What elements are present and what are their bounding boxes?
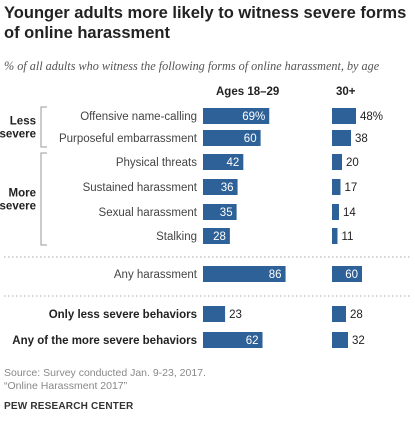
category-label-physical-threats: Physical threats	[116, 157, 197, 169]
value-label-ages-18-29-sustained-harassment: 36	[221, 182, 234, 194]
value-label-ages-18-29-stalking: 28	[213, 231, 226, 243]
group-label-more-severe-2: severe	[0, 201, 36, 213]
category-label-purposeful-embarrassment: Purposeful embarrassment	[59, 133, 198, 145]
bar-ages-18-29-sexual-harassment	[203, 204, 237, 220]
group-label-less-severe-1: Less	[10, 116, 36, 128]
bar-ages-30-plus-physical-threats	[332, 154, 342, 170]
report-note: “Online Harassment 2017”	[4, 380, 128, 392]
bar-ages-30-plus-stalking	[332, 228, 338, 244]
value-label-ages-18-29-physical-threats: 42	[227, 157, 240, 169]
bar-ages-30-plus-sustained-harassment	[332, 179, 341, 195]
bar-ages-18-29-stalking	[203, 228, 230, 244]
category-label-stalking: Stalking	[156, 231, 197, 243]
bar-ages-30-plus-any-harassment	[332, 266, 362, 282]
value-label-ages-30-plus-any-of-the-more-severe-behaviors: 32	[352, 335, 365, 347]
group-label-more-severe-1: More	[9, 188, 36, 200]
category-label-sexual-harassment: Sexual harassment	[99, 207, 198, 219]
value-label-ages-18-29-purposeful-embarrassment: 60	[244, 133, 257, 145]
bar-ages-18-29-any-of-the-more-severe-behaviors	[203, 332, 263, 348]
value-label-ages-30-plus-stalking: 11	[342, 231, 354, 243]
category-label-any-harassment: Any harassment	[114, 269, 198, 281]
category-label-offensive-name-calling: Offensive name-calling	[80, 111, 197, 123]
group-bracket-less-severe	[40, 106, 47, 148]
value-label-ages-30-plus-purposeful-embarrassment: 38	[355, 133, 368, 145]
chart-title: Younger adults more likely to witness se…	[4, 4, 407, 42]
category-label-sustained-harassment: Sustained harassment	[83, 182, 198, 194]
bar-ages-30-plus-any-of-the-more-severe-behaviors	[332, 332, 348, 348]
bar-ages-18-29-any-harassment	[203, 266, 286, 282]
value-label-ages-30-plus-sexual-harassment: 14	[343, 207, 356, 219]
brand-logo-text: PEW RESEARCH CENTER	[4, 401, 134, 412]
value-label-ages-30-plus-any-harassment: 60	[345, 269, 358, 281]
value-label-ages-18-29-any-of-the-more-severe-behaviors: 62	[246, 335, 259, 347]
value-label-ages-30-plus-physical-threats: 20	[346, 157, 359, 169]
bar-ages-30-plus-only-less-severe-behaviors	[332, 306, 346, 322]
bar-ages-18-29-sustained-harassment	[203, 179, 238, 195]
bar-ages-30-plus-sexual-harassment	[332, 204, 339, 220]
category-label-any-of-the-more-severe-behaviors: Any of the more severe behaviors	[12, 335, 197, 347]
series-header-ages-30-plus: 30+	[336, 86, 356, 98]
bar-ages-30-plus-offensive-name-calling	[332, 108, 356, 124]
source-note: Source: Survey conducted Jan. 9-23, 2017…	[4, 367, 206, 379]
bar-ages-18-29-only-less-severe-behaviors	[203, 306, 226, 322]
value-label-ages-18-29-sexual-harassment: 35	[220, 207, 233, 219]
value-label-ages-30-plus-sustained-harassment: 17	[345, 182, 358, 194]
value-label-ages-18-29-any-harassment: 86	[269, 269, 282, 281]
series-header-ages-18-29: Ages 18–29	[216, 86, 279, 98]
bar-ages-30-plus-purposeful-embarrassment	[332, 130, 351, 146]
value-label-ages-18-29-only-less-severe-behaviors: 23	[229, 309, 242, 321]
group-label-less-severe-2: severe	[0, 129, 36, 141]
value-label-ages-30-plus-only-less-severe-behaviors: 28	[350, 309, 363, 321]
bar-ages-18-29-purposeful-embarrassment	[203, 130, 261, 146]
bar-ages-18-29-offensive-name-calling	[203, 108, 270, 124]
value-label-ages-30-plus-offensive-name-calling: 48%	[360, 111, 383, 123]
value-label-ages-18-29-offensive-name-calling: 69%	[242, 111, 265, 123]
group-bracket-more-severe	[40, 152, 47, 246]
bar-ages-18-29-physical-threats	[203, 154, 244, 170]
category-label-only-less-severe-behaviors: Only less severe behaviors	[49, 309, 197, 321]
chart-subtitle: % of all adults who witness the followin…	[4, 59, 380, 73]
